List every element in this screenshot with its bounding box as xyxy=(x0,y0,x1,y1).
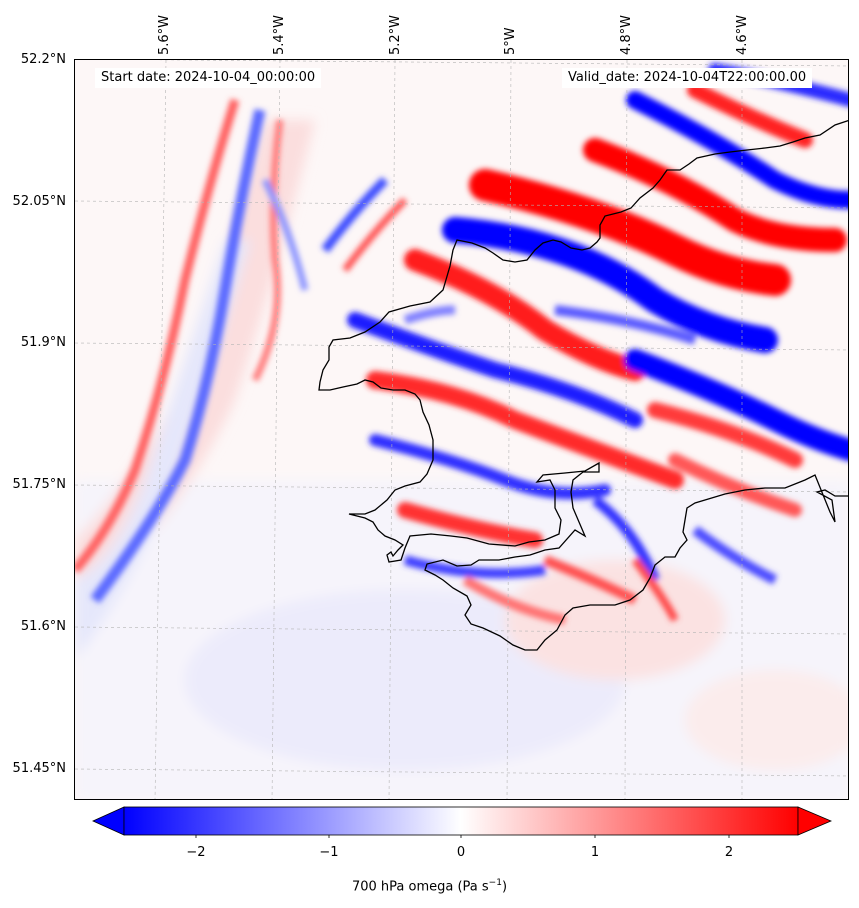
colorbar-extend-max xyxy=(797,806,832,836)
map-panel xyxy=(74,59,849,800)
omega-bands xyxy=(75,63,848,625)
start-date-label: Start date: 2024-10-04_00:00:00 xyxy=(95,68,322,88)
colorbar-label-exponent: −1 xyxy=(488,878,502,888)
lon-label: 4.6°W xyxy=(735,14,750,55)
lon-label: 5.4°W xyxy=(272,14,287,55)
colorbar-gradient xyxy=(123,806,799,836)
omega-field xyxy=(75,60,848,799)
lat-label: 51.45°N xyxy=(12,761,66,776)
colorbar-tick-label: 0 xyxy=(456,845,466,860)
coastline xyxy=(318,119,848,651)
lat-label: 51.6°N xyxy=(20,619,66,634)
colorbar-tick-label: −2 xyxy=(186,845,206,860)
lon-label: 5.6°W xyxy=(157,14,172,55)
colorbar-tickmarks xyxy=(195,835,730,838)
lat-label: 51.9°N xyxy=(20,335,66,350)
lon-label: 4.8°W xyxy=(619,14,634,55)
background-shading xyxy=(75,120,848,799)
lat-label: 52.2°N xyxy=(20,52,66,67)
lat-label: 52.05°N xyxy=(12,194,66,209)
colorbar-label: 700 hPa omega (Pa s−1) xyxy=(0,878,859,894)
colorbar-tick-label: 2 xyxy=(724,845,734,860)
colorbar-label-text: 700 hPa omega (Pa s xyxy=(351,879,489,895)
valid-date-label: Valid_date: 2024-10-04T22:00:00.00 xyxy=(562,68,813,88)
colorbar xyxy=(92,806,832,838)
colorbar-extend-min xyxy=(92,806,125,836)
colorbar-tick-label: −1 xyxy=(319,845,339,860)
colorbar-label-suffix: ) xyxy=(501,879,508,895)
lon-label: 5°W xyxy=(503,27,518,55)
lon-label: 5.2°W xyxy=(388,14,403,55)
colorbar-tick-label: 1 xyxy=(590,845,600,860)
lat-label: 51.75°N xyxy=(12,477,66,492)
